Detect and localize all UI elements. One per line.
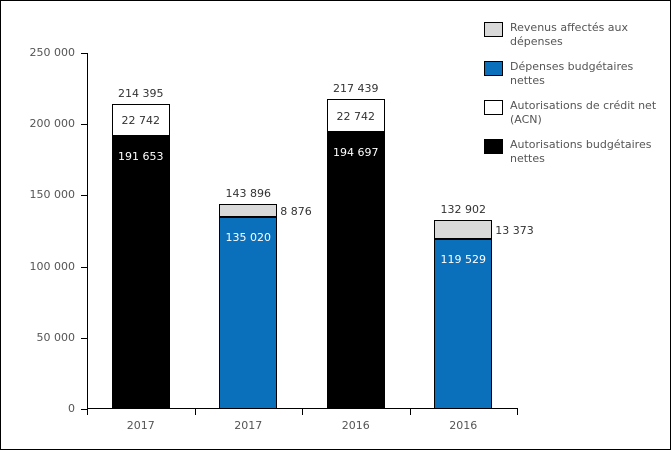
y-axis-line: [87, 53, 88, 409]
y-axis-tick-label: 150 000: [29, 188, 76, 202]
y-axis-tick-label: 50 000: [36, 330, 76, 344]
y-axis-tick-label: 250 000: [29, 46, 76, 59]
y-axis-tick-label: 100 000: [29, 259, 76, 273]
bar-segment[interactable]: 119 529: [434, 238, 493, 409]
bar-total-label: 214 395: [118, 86, 164, 100]
legend-swatch: [484, 61, 503, 76]
legend-swatch: [484, 100, 503, 115]
legend-item[interactable]: Revenus affectés aux dépenses: [484, 21, 664, 51]
bar-segment-label: 119 529: [440, 252, 487, 266]
y-axis-tick: [81, 195, 87, 197]
x-axis-label: 2016: [341, 419, 370, 432]
y-axis-tick: [81, 53, 87, 54]
legend-label: Revenus affectés aux dépenses: [510, 21, 629, 48]
bar-segment[interactable]: 22 742: [111, 103, 170, 137]
y-axis-tick-label: 0: [68, 402, 75, 415]
x-axis-label: 2016: [449, 419, 478, 432]
legend-label: Dépenses budgétaires nettes: [510, 60, 634, 87]
legend-item[interactable]: Dépenses budgétaires nettes: [484, 60, 664, 90]
x-axis-tick: [195, 409, 196, 415]
bar-segment-label: 22 742: [336, 110, 376, 124]
legend-label: Autorisations de crédit net (ACN): [510, 99, 657, 126]
bar-segment[interactable]: 191 653: [111, 136, 170, 409]
bar-segment-label: 135 020: [225, 230, 272, 244]
bar-segment[interactable]: 8 876: [219, 204, 312, 217]
x-axis-tick: [517, 409, 518, 415]
x-axis-label: 2017: [234, 419, 263, 432]
bar-segment[interactable]: 22 742: [326, 99, 385, 132]
bar-total-label: 143 896: [225, 187, 272, 201]
bar-segment[interactable]: 135 020: [219, 216, 278, 409]
legend-item[interactable]: Autorisations de crédit net (ACN): [484, 99, 664, 129]
y-axis-tick: [81, 409, 87, 410]
x-axis-tick: [302, 409, 303, 415]
bar-segment-label: 8 876: [280, 204, 312, 218]
x-axis-tick: [410, 409, 411, 415]
legend-item[interactable]: Autorisations budgétaires nettes: [484, 138, 664, 168]
x-axis-label: 2017: [126, 419, 155, 432]
bar-total-label: 217 439: [333, 82, 379, 96]
plot-area: 191 653 22 742 214 395 135 020 8 876 143 896 1…: [87, 53, 534, 409]
bar-segment-label: 194 697: [333, 145, 379, 159]
bar-segment[interactable]: 194 697: [326, 131, 385, 409]
y-axis-tick: [81, 266, 87, 268]
y-axis-tick-label: 200 000: [29, 117, 76, 131]
legend-swatch: [484, 22, 503, 37]
y-axis-tick: [81, 124, 87, 126]
bar-group[interactable]: 119 529 13 373 132 902: [434, 204, 534, 409]
chart-legend: Revenus affectés aux dépenses Dépenses bu…: [484, 21, 664, 177]
x-axis-tick: [87, 409, 88, 415]
legend-label: Autorisations budgétaires nettes: [510, 138, 652, 165]
bar-segment-label: 13 373: [495, 223, 534, 237]
bar-group[interactable]: 194 697 22 742 217 439: [326, 83, 385, 409]
bar-segment[interactable]: 13 373: [434, 219, 534, 239]
x-axis-line: [87, 408, 518, 409]
y-axis-tick: [81, 337, 87, 339]
legend-swatch: [484, 139, 503, 154]
bar-segment-label: 191 653: [118, 150, 164, 164]
bar-group[interactable]: 135 020 8 876 143 896: [219, 188, 312, 409]
bar-segment-label: 22 742: [121, 114, 161, 128]
bar-total-label: 132 902: [440, 202, 487, 216]
bar-group[interactable]: 191 653 22 742 214 395: [111, 88, 170, 409]
